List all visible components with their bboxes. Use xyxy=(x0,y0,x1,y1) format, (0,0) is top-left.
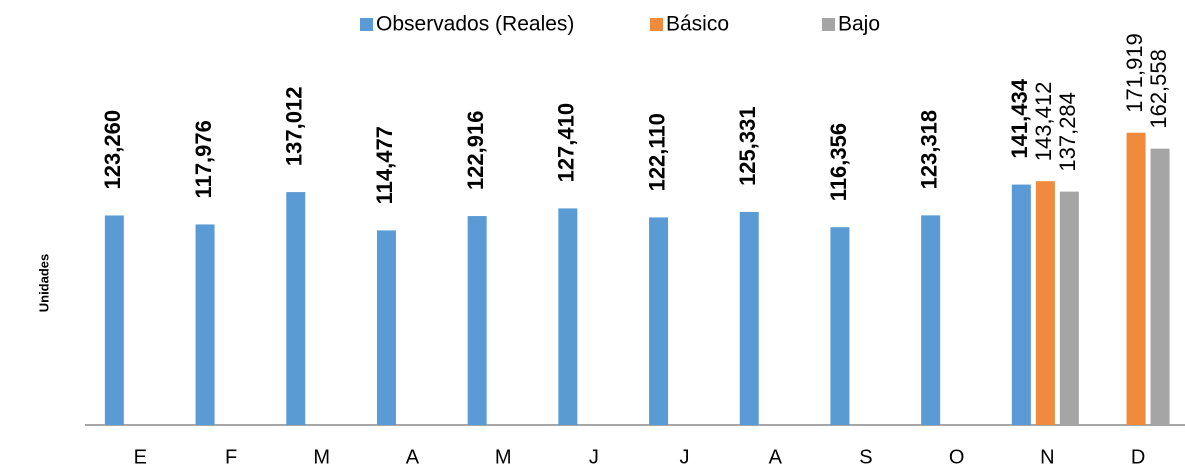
data-label: 125,331 xyxy=(735,106,760,186)
data-label: 114,477 xyxy=(372,126,397,204)
bar xyxy=(1035,181,1055,425)
bar xyxy=(558,208,578,425)
x-tick-label: O xyxy=(949,446,965,468)
legend-label: Básico xyxy=(666,13,729,36)
bar xyxy=(1126,132,1146,425)
data-label: 117,976 xyxy=(191,120,216,198)
data-label: 123,318 xyxy=(916,110,941,190)
bar xyxy=(1059,191,1079,425)
bar xyxy=(830,227,850,425)
legend-swatch xyxy=(360,18,373,31)
data-label: 122,916 xyxy=(463,111,488,191)
data-label: 162,558 xyxy=(1146,49,1171,129)
x-tick-label: J xyxy=(680,446,690,468)
x-tick-label: A xyxy=(769,446,783,468)
data-label: 137,012 xyxy=(282,87,307,167)
legend-swatch xyxy=(822,18,835,31)
x-tick-label: A xyxy=(406,446,420,468)
bar xyxy=(286,192,306,425)
x-tick-label: S xyxy=(859,446,872,468)
x-tick-label: F xyxy=(225,446,237,468)
bar xyxy=(649,217,669,425)
x-tick-label: E xyxy=(134,446,147,468)
data-label: 127,410 xyxy=(554,103,579,183)
legend-swatch xyxy=(650,18,663,31)
bar xyxy=(1011,184,1031,425)
bar xyxy=(195,224,215,425)
bar xyxy=(1150,148,1170,425)
data-label: 141,434 xyxy=(1007,78,1032,158)
bar xyxy=(376,230,396,425)
data-label: 116,356 xyxy=(826,123,851,201)
legend-label: Observados (Reales) xyxy=(376,13,574,36)
x-tick-label: N xyxy=(1040,446,1054,468)
bar xyxy=(467,216,487,425)
data-label: 171,919 xyxy=(1122,33,1147,113)
bar xyxy=(921,215,941,425)
bar xyxy=(739,211,759,425)
x-tick-label: D xyxy=(1131,446,1145,468)
data-label: 123,260 xyxy=(100,110,125,190)
x-tick-label: M xyxy=(313,446,330,468)
data-label: 143,412 xyxy=(1031,82,1056,162)
data-label: 122,110 xyxy=(644,113,669,191)
data-label: 137,284 xyxy=(1055,92,1080,172)
y-axis-label: Unidades xyxy=(36,254,51,313)
x-tick-label: M xyxy=(495,446,512,468)
x-tick-label: J xyxy=(589,446,599,468)
bar xyxy=(104,215,124,425)
legend-label: Bajo xyxy=(838,13,880,36)
